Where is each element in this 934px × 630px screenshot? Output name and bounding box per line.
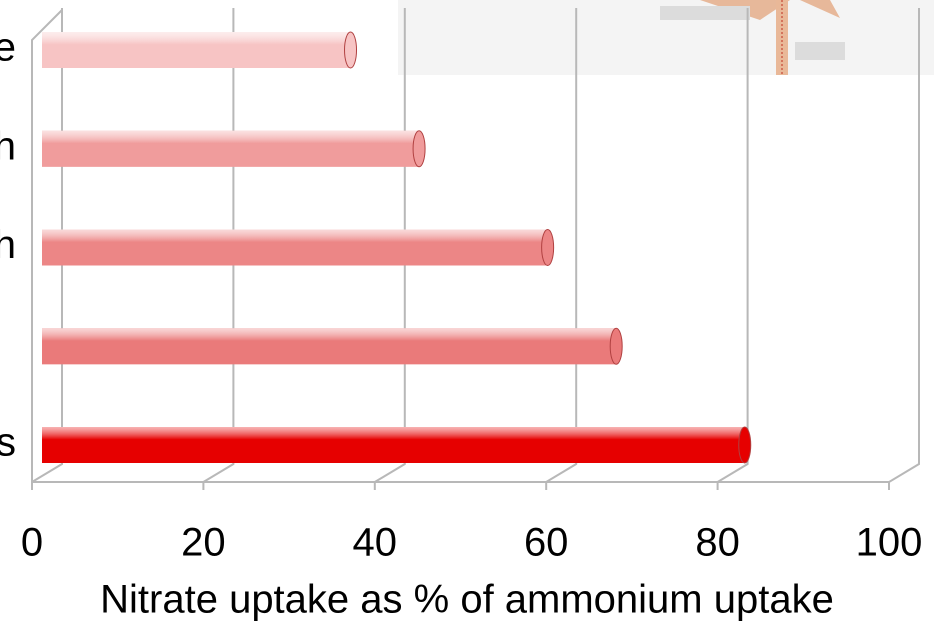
x-tick-label: 60: [524, 521, 569, 565]
bar-shade: [42, 427, 745, 463]
x-axis-title: Nitrate uptake as % of ammonium uptake: [100, 578, 834, 622]
bar-cap: [738, 426, 752, 464]
bar-cap: [541, 229, 555, 266]
grid-line: [717, 8, 749, 483]
bar-shade: [42, 32, 351, 68]
bar-shade: [42, 229, 548, 266]
inset-image: [398, 0, 934, 75]
grid-line: [545, 8, 578, 483]
grid-line: [888, 8, 920, 483]
x-tick-label: 40: [353, 521, 398, 565]
left-wall: [31, 9, 63, 482]
x-tick-label: 80: [695, 521, 740, 565]
y-tick-label: h: [0, 124, 16, 168]
x-tick-label: 0: [21, 521, 43, 565]
bar-cap: [344, 31, 358, 69]
y-tick-label: h: [0, 223, 16, 267]
y-tick-label: s: [0, 421, 16, 465]
y-tick-label: e: [0, 26, 16, 70]
bar-shade: [42, 328, 617, 365]
x-tick-label: 100: [856, 521, 923, 565]
x-tick-label: 20: [181, 521, 226, 565]
bar-cap: [609, 327, 623, 365]
bar-cap: [412, 130, 426, 168]
bar-shade: [42, 130, 420, 167]
